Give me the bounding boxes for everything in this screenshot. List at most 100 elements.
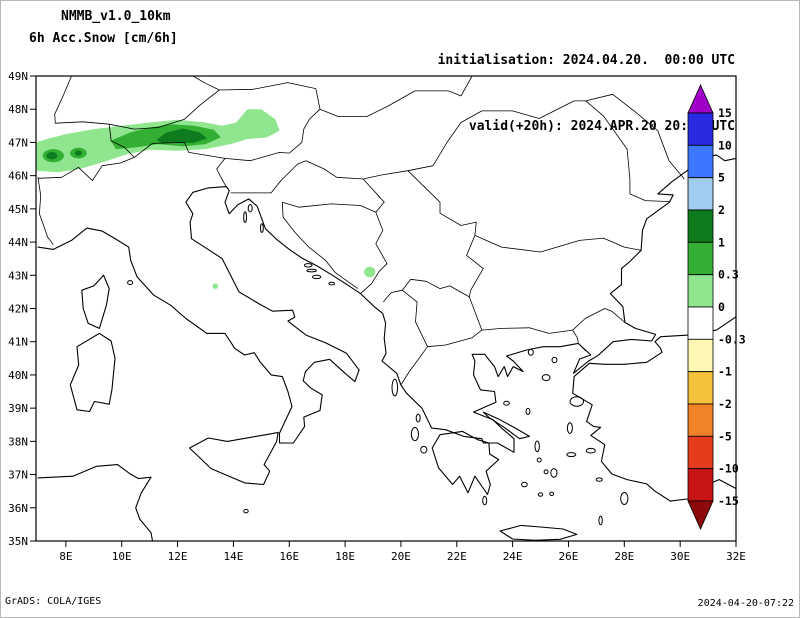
- snow-shade: [46, 152, 58, 160]
- snow-shade: [364, 266, 376, 278]
- field-title: 6h Acc.Snow [cm/6h]: [29, 31, 178, 46]
- country-border: [360, 212, 388, 294]
- colorbar-label: -15: [718, 494, 739, 508]
- island: [550, 468, 558, 478]
- island: [243, 211, 248, 223]
- island: [537, 492, 544, 497]
- lat-tick-label: 40N: [8, 369, 28, 382]
- colorbar-segment: [687, 338, 714, 372]
- country-border: [400, 346, 428, 386]
- country-border: [382, 278, 470, 303]
- island: [482, 495, 488, 506]
- colorbar-label: 1: [718, 235, 725, 249]
- colorbar-segment: [687, 306, 714, 340]
- country-border: [585, 100, 631, 194]
- coastline: [81, 274, 110, 329]
- country-border: [230, 160, 307, 194]
- country-border: [468, 296, 483, 331]
- country-border: [192, 75, 220, 91]
- colorbar-segment: [687, 435, 714, 469]
- island: [527, 348, 534, 356]
- island: [551, 356, 558, 364]
- country-border: [109, 89, 220, 130]
- country-border: [315, 75, 473, 117]
- colorbar-label: 2: [718, 203, 725, 217]
- coastline: [499, 524, 578, 541]
- coastline: [37, 464, 153, 541]
- country-border: [37, 157, 135, 181]
- country-border: [585, 93, 685, 180]
- lon-tick-label: 14E: [223, 550, 243, 563]
- colorbar-label: -1: [718, 365, 732, 379]
- colorbar-segment: [687, 177, 714, 211]
- lon-tick-label: 26E: [559, 550, 579, 563]
- colorbar-segment: [687, 241, 714, 276]
- island: [311, 274, 322, 280]
- coastline: [482, 411, 530, 440]
- country-border: [407, 170, 477, 236]
- lat-tick-label: 43N: [8, 269, 28, 282]
- lat-tick-label: 48N: [8, 103, 28, 116]
- island: [536, 457, 542, 463]
- island: [306, 268, 317, 273]
- country-border: [216, 158, 229, 190]
- country-border: [224, 152, 290, 162]
- country-border: [281, 202, 358, 289]
- lon-tick-label: 8E: [59, 550, 72, 563]
- island: [247, 204, 253, 213]
- country-border: [402, 289, 428, 347]
- colorbar-arrow-bottom: [687, 500, 714, 530]
- island: [503, 400, 510, 406]
- lon-tick-label: 20E: [391, 550, 411, 563]
- lon-tick-label: 10E: [112, 550, 132, 563]
- island: [541, 374, 551, 382]
- lat-tick-label: 49N: [8, 70, 28, 83]
- island: [549, 491, 555, 496]
- country-border: [289, 108, 321, 154]
- colorbar-segment: [687, 371, 714, 405]
- colorbar-label: 0.3: [718, 268, 739, 282]
- island: [391, 378, 399, 397]
- island: [127, 280, 134, 286]
- country-border: [363, 170, 408, 180]
- island: [410, 427, 419, 442]
- colorbar-label: 10: [718, 138, 732, 152]
- creation-timestamp: 2024-04-20-07:22: [697, 598, 794, 609]
- model-name: NMMB_v1.0_10km: [61, 9, 171, 24]
- header-right: initialisation: 2024.04.20. 00:00 UTC va…: [438, 6, 735, 182]
- lon-tick-label: 24E: [503, 550, 523, 563]
- island: [420, 445, 428, 454]
- colorbar-label: -2: [718, 397, 732, 411]
- lat-tick-label: 37N: [8, 469, 28, 482]
- lat-tick-label: 35N: [8, 535, 28, 548]
- country-border: [37, 177, 54, 245]
- country-border: [481, 327, 573, 334]
- island: [303, 263, 313, 268]
- lon-tick-label: 16E: [279, 550, 299, 563]
- country-border: [572, 308, 626, 331]
- country-border: [629, 193, 671, 202]
- colorbar-arrow-top: [687, 84, 714, 114]
- valid-time-label: valid(+20h): 2024.APR.20 20:00 UTC: [468, 119, 735, 134]
- island: [415, 413, 421, 423]
- country-border: [427, 329, 483, 348]
- island: [569, 396, 584, 407]
- lon-tick-label: 18E: [335, 550, 355, 563]
- island: [521, 481, 528, 488]
- lat-tick-label: 42N: [8, 303, 28, 316]
- coastline: [37, 154, 737, 453]
- snow-shade: [212, 283, 219, 289]
- island: [525, 408, 531, 415]
- country-border: [219, 82, 316, 91]
- colorbar-segment: [687, 112, 714, 146]
- lat-tick-label: 46N: [8, 170, 28, 183]
- colorbar-segment: [687, 209, 714, 243]
- lon-tick-label: 30E: [670, 550, 690, 563]
- lon-tick-label: 28E: [614, 550, 634, 563]
- country-border: [466, 235, 484, 297]
- colorbar-segment: [687, 403, 714, 437]
- init-time-label: initialisation: 2024.04.20. 00:00 UTC: [437, 53, 735, 68]
- island: [243, 508, 249, 514]
